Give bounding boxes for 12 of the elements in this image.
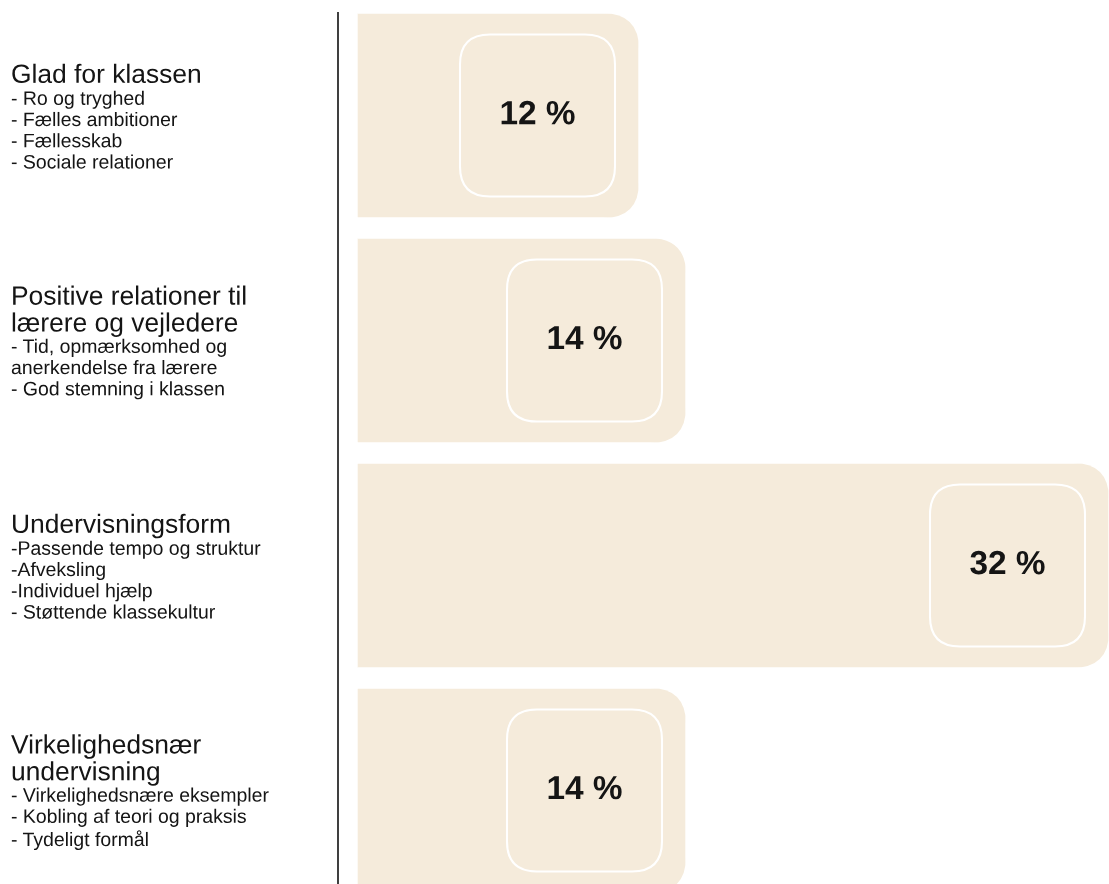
- text: - Ro og tryghed - Fælles ambitioner - Fællesskab - Sociale relationer: [11, 90, 178, 169]
- y-tick-label: Virkelighedsnær undervisning: [11, 734, 201, 786]
- text: -Passende tempo og struktur -Afveksling -Individuel hjælp - Støttende klassekultur: [11, 540, 261, 619]
- data-label: 12 %: [501, 100, 575, 125]
- data-label: 14 %: [548, 775, 622, 800]
- y-tick-label: Undervisningsform: [13, 513, 230, 539]
- y-tick-label: Positive relationer til lærere og vejledere: [12, 285, 246, 337]
- y-tick-label: Glad for klassen: [12, 63, 200, 84]
- data-label: 14 %: [548, 325, 622, 350]
- text: - Tid, opmærksomhed og anerkendelse fra lærere - God stemning i klassen: [11, 338, 226, 400]
- data-label: 32 %: [970, 550, 1045, 575]
- text: - Virkelighedsnære eksempler - Kobling af teori og praksis - Tydeligt formål: [11, 787, 269, 851]
